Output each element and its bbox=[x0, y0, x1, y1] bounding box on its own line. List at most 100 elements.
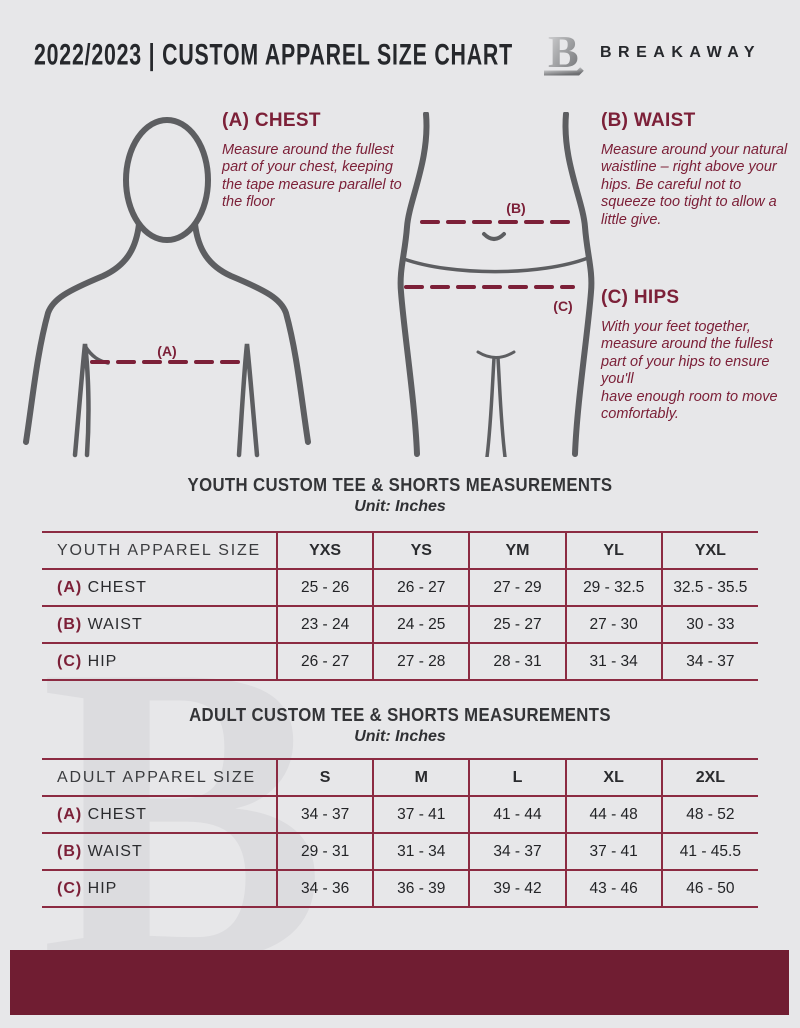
brand-name: BREAKAWAY bbox=[600, 44, 762, 61]
measurement-value-cell: 30 - 33 bbox=[660, 606, 758, 644]
upper-body-figure: (A) bbox=[23, 117, 311, 458]
adult-section-title: ADULT CUSTOM TEE & SHORTS MEASUREMENTS bbox=[189, 705, 611, 725]
lower-body-figure: (B) (C) bbox=[397, 112, 595, 457]
waist-guide-heading: (B) WAIST bbox=[601, 110, 696, 131]
head-outline bbox=[123, 117, 211, 243]
right-torso-outline bbox=[562, 112, 595, 457]
left-torso-outline bbox=[397, 112, 430, 457]
measurement-letter-prefix: (B) bbox=[57, 615, 88, 633]
table-row: (C) HIP 26 - 27 27 - 28 28 - 31 31 - 34 34 - … bbox=[42, 643, 758, 681]
left-inner-thigh bbox=[485, 356, 496, 457]
measurement-value-cell: 31 - 34 bbox=[372, 833, 470, 871]
measurement-letter-prefix: (C) bbox=[57, 652, 88, 670]
measurement-value-cell: 27 - 28 bbox=[372, 643, 470, 681]
measurement-value-cell: 25 - 27 bbox=[468, 606, 566, 644]
measurement-value-cell: 37 - 41 bbox=[564, 833, 662, 871]
waist-guide-body: Measure around your natural waistline – … bbox=[601, 142, 788, 228]
measurement-letter-prefix: (A) bbox=[57, 805, 88, 823]
table-row: (A) CHEST 25 - 26 26 - 27 27 - 29 29 - 32.5 3… bbox=[42, 569, 758, 607]
measurement-value-cell: 41 - 44 bbox=[468, 796, 566, 834]
measurement-value-cell: 26 - 27 bbox=[275, 643, 374, 681]
measurement-row-label: (A) CHEST bbox=[42, 569, 277, 607]
measurement-value-cell: 28 - 31 bbox=[468, 643, 566, 681]
size-column-header: YL bbox=[564, 531, 662, 570]
left-shoulder-arm bbox=[23, 221, 142, 445]
right-armpit bbox=[236, 343, 260, 458]
measurement-value-cell: 34 - 37 bbox=[275, 796, 374, 834]
measurement-value-cell: 46 - 50 bbox=[660, 870, 758, 908]
measurement-value-cell: 48 - 52 bbox=[660, 796, 758, 834]
adult-table-header-row: ADULT APPAREL SIZE S M L XL 2XL bbox=[42, 758, 758, 797]
page-title: 2022/2023 | CUSTOM APPAREL SIZE CHART bbox=[34, 38, 513, 72]
footer-accent-bar bbox=[10, 950, 789, 1015]
right-shoulder-arm bbox=[192, 221, 311, 445]
hips-line-label: (C) bbox=[553, 298, 572, 314]
adult-size-table: ADULT APPAREL SIZE S M L XL 2XL (A) CHEST 34 -… bbox=[42, 758, 758, 908]
size-column-header: XL bbox=[564, 758, 662, 797]
measurement-value-cell: 34 - 37 bbox=[468, 833, 566, 871]
measurement-row-label: (A) CHEST bbox=[42, 796, 277, 834]
size-column-header: M bbox=[372, 758, 470, 797]
measurement-value-cell: 27 - 30 bbox=[564, 606, 662, 644]
breakaway-b-logo-icon: B bbox=[543, 26, 584, 77]
hip-crease bbox=[402, 256, 590, 274]
brand-logo: B bbox=[540, 24, 588, 80]
measurement-value-cell: 36 - 39 bbox=[372, 870, 470, 908]
navel bbox=[482, 232, 506, 241]
table-row: (B) WAIST 23 - 24 24 - 25 25 - 27 27 - 30 30 … bbox=[42, 606, 758, 644]
measurement-letter-prefix: (A) bbox=[57, 578, 88, 596]
measurement-value-cell: 24 - 25 bbox=[372, 606, 470, 644]
chest-guide-heading: (A) CHEST bbox=[222, 110, 321, 131]
measurement-value-cell: 29 - 32.5 bbox=[564, 569, 662, 607]
table-row: (C) HIP 34 - 36 36 - 39 39 - 42 43 - 46 46 - … bbox=[42, 870, 758, 908]
measurement-letter-prefix: (C) bbox=[57, 879, 88, 897]
chest-guide: (A) CHEST Measure around the fullest par… bbox=[222, 110, 402, 212]
measurement-value-cell: 29 - 31 bbox=[275, 833, 374, 871]
size-column-header: S bbox=[275, 758, 374, 797]
crotch-line bbox=[476, 350, 516, 359]
waist-line-label: (B) bbox=[506, 200, 525, 216]
measurement-value-cell: 34 - 36 bbox=[275, 870, 374, 908]
measurement-row-label: (B) WAIST bbox=[42, 606, 277, 644]
size-column-header: YS bbox=[372, 531, 470, 570]
measurement-row-label: (C) HIP bbox=[42, 870, 277, 908]
hips-guide: (C) HIPS With your feet together, measur… bbox=[601, 287, 797, 423]
youth-section-unit: Unit: Inches bbox=[354, 498, 446, 515]
size-column-header: YXS bbox=[275, 531, 374, 570]
measurement-value-cell: 32.5 - 35.5 bbox=[660, 569, 758, 607]
size-column-header: YM bbox=[468, 531, 566, 570]
measurement-value-cell: 41 - 45.5 bbox=[660, 833, 758, 871]
youth-section-title: YOUTH CUSTOM TEE & SHORTS MEASUREMENTS bbox=[187, 475, 613, 495]
hips-guide-heading: (C) HIPS bbox=[601, 287, 680, 308]
chest-line-label: (A) bbox=[157, 343, 176, 359]
youth-size-table: YOUTH APPAREL SIZE YXS YS YM YL YXL (A) CHEST… bbox=[42, 531, 758, 681]
size-column-header: YXL bbox=[660, 531, 758, 570]
measurement-row-label: (B) WAIST bbox=[42, 833, 277, 871]
measurement-value-cell: 44 - 48 bbox=[564, 796, 662, 834]
measurement-value-cell: 31 - 34 bbox=[564, 643, 662, 681]
size-column-header: L bbox=[468, 758, 566, 797]
measurement-value-cell: 25 - 26 bbox=[275, 569, 374, 607]
apparel-size-label-header: YOUTH APPAREL SIZE bbox=[42, 531, 277, 570]
right-inner-thigh bbox=[496, 356, 507, 457]
left-armpit bbox=[72, 343, 91, 458]
chest-guide-body: Measure around the fullest part of your … bbox=[222, 142, 402, 211]
hips-guide-body: With your feet together, measure around … bbox=[601, 319, 778, 422]
table-row: (A) CHEST 34 - 37 37 - 41 41 - 44 44 - 48 48 … bbox=[42, 796, 758, 834]
youth-table-header-row: YOUTH APPAREL SIZE YXS YS YM YL YXL bbox=[42, 531, 758, 570]
measurement-value-cell: 34 - 37 bbox=[660, 643, 758, 681]
measurement-value-cell: 37 - 41 bbox=[372, 796, 470, 834]
measurement-letter-prefix: (B) bbox=[57, 842, 88, 860]
apparel-size-label-header: ADULT APPAREL SIZE bbox=[42, 758, 277, 797]
table-row: (B) WAIST 29 - 31 31 - 34 34 - 37 37 - 41 41 … bbox=[42, 833, 758, 871]
measurement-row-label: (C) HIP bbox=[42, 643, 277, 681]
waist-guide: (B) WAIST Measure around your natural wa… bbox=[601, 110, 793, 229]
adult-section-unit: Unit: Inches bbox=[354, 728, 446, 745]
size-column-header: 2XL bbox=[660, 758, 758, 797]
measurement-value-cell: 23 - 24 bbox=[275, 606, 374, 644]
measurement-value-cell: 43 - 46 bbox=[564, 870, 662, 908]
measurement-value-cell: 27 - 29 bbox=[468, 569, 566, 607]
measurement-value-cell: 39 - 42 bbox=[468, 870, 566, 908]
measurement-value-cell: 26 - 27 bbox=[372, 569, 470, 607]
